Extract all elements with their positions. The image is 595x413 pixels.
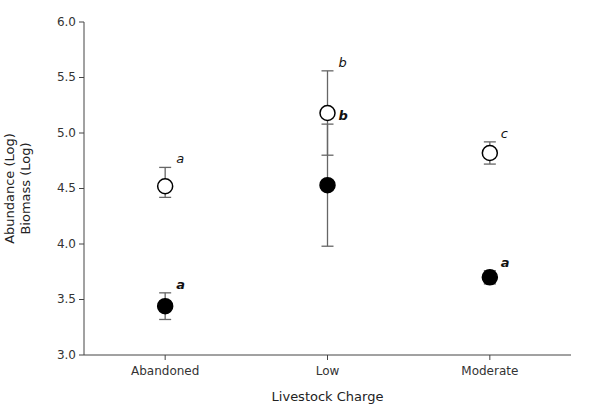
y-tick xyxy=(79,355,84,356)
plot-marks xyxy=(158,71,498,320)
dot xyxy=(320,106,335,121)
y-tick xyxy=(79,188,84,189)
x-tick xyxy=(327,355,328,360)
point-labels: a b c a b a xyxy=(176,55,509,292)
axes: 3.0 3.5 4.0 4.5 5.0 5.5 6.0 Abandoned Low Moderat… xyxy=(57,15,571,379)
y-tick-label: 3.5 xyxy=(57,292,76,306)
point-label: c xyxy=(501,126,508,141)
x-axis-label: Livestock Charge xyxy=(272,389,384,404)
y-tick xyxy=(79,22,84,23)
y-tick-label: 6.0 xyxy=(57,15,76,29)
x-tick xyxy=(489,355,490,360)
y-tick xyxy=(79,244,84,245)
y-tick-label: 3.0 xyxy=(57,348,76,362)
dot xyxy=(320,178,335,193)
chart-container: 3.0 3.5 4.0 4.5 5.0 5.5 6.0 Abandoned Low Moderat… xyxy=(0,0,595,413)
dot xyxy=(482,270,497,285)
y-tick-label: 5.0 xyxy=(57,126,76,140)
y-tick-label: 4.0 xyxy=(57,237,76,251)
dot xyxy=(158,299,173,314)
x-tick-label: Abandoned xyxy=(131,364,199,378)
series xyxy=(158,124,498,319)
y-tick xyxy=(79,299,84,300)
x-tick xyxy=(165,355,166,360)
y-tick xyxy=(79,77,84,78)
point-label: a xyxy=(176,277,185,292)
point-label: b xyxy=(339,55,347,70)
chart: 3.0 3.5 4.0 4.5 5.0 5.5 6.0 Abandoned Low Moderat… xyxy=(0,0,595,413)
y-tick-label: 5.5 xyxy=(57,70,76,84)
point-label: a xyxy=(501,255,510,270)
dot xyxy=(158,179,173,194)
y-tick xyxy=(79,133,84,134)
point-label: a xyxy=(176,151,184,166)
y-tick-label: 4.5 xyxy=(57,181,76,195)
x-tick-label: Low xyxy=(316,364,340,378)
point-label: b xyxy=(339,108,348,123)
x-tick-label: Moderate xyxy=(461,364,518,378)
y-axis-label: Abundance (Log)Biomass (Log) xyxy=(2,133,33,244)
dot xyxy=(482,145,497,160)
